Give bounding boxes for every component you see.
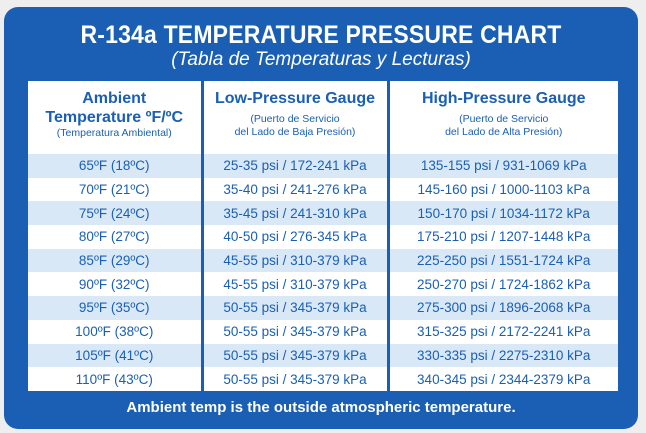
low-pressure-cell: 45-55 psi / 310-379 kPa xyxy=(202,248,390,273)
low-pressure-cell: 40-50 psi / 276-345 kPa xyxy=(202,225,390,249)
header-high-pressure: High-Pressure Gauge (Puerto de Servicio … xyxy=(388,81,618,154)
low-pressure-cell: 50-55 psi / 345-379 kPa xyxy=(202,319,390,344)
temp-cell: 65ºF (18ºC) xyxy=(28,154,204,178)
high-pressure-cell: 315-325 psi / 2172-2241 kPa xyxy=(388,319,618,344)
table-row: 95ºF (35ºC) 50-55 psi / 345-379 kPa 275-… xyxy=(28,296,618,320)
chart-subtitle: (Tabla de Temperaturas y Lecturas) xyxy=(171,49,471,70)
table-row: 105ºF (41ºC) 50-55 psi / 345-379 kPa 330… xyxy=(28,343,618,368)
footer-note: Ambient temp is the outside atmospheric … xyxy=(126,399,516,416)
high-pressure-cell: 135-155 psi / 931-1069 kPa xyxy=(388,154,618,178)
table-row: 80ºF (27ºC) 40-50 psi / 276-345 kPa 175-… xyxy=(28,225,618,249)
temp-cell: 80ºF (27ºC) xyxy=(28,225,204,249)
temp-cell: 75ºF (24ºC) xyxy=(28,201,204,226)
header-low-sub1: (Puerto de Servicio xyxy=(250,113,340,125)
temp-cell: 70ºF (21ºC) xyxy=(28,177,204,202)
temp-cell: 110ºF (43ºC) xyxy=(28,367,204,391)
low-pressure-cell: 35-45 psi / 241-310 kPa xyxy=(202,201,390,226)
high-pressure-cell: 225-250 psi / 1551-1724 kPa xyxy=(388,248,618,273)
table-row: 100ºF (38ºC) 50-55 psi / 345-379 kPa 315… xyxy=(28,319,618,344)
high-pressure-cell: 175-210 psi / 1207-1448 kPa xyxy=(388,225,618,249)
temp-cell: 85ºF (29ºC) xyxy=(28,248,204,273)
table-row: 110ºF (43ºC) 50-55 psi / 345-379 kPa 340… xyxy=(28,367,618,391)
header-high-sub1: (Puerto de Servicio xyxy=(459,113,549,125)
temp-cell: 105ºF (41ºC) xyxy=(28,343,204,368)
header-high-line1: High-Pressure Gauge xyxy=(421,90,586,107)
high-pressure-cell: 275-300 psi / 1896-2068 kPa xyxy=(388,296,618,320)
table-row: 70ºF (21ºC) 35-40 psi / 241-276 kPa 145-… xyxy=(28,177,618,202)
table-row: 75ºF (24ºC) 35-45 psi / 241-310 kPa 150-… xyxy=(28,201,618,226)
temp-cell: 95ºF (35ºC) xyxy=(28,296,204,320)
table-row: 65ºF (18ºC) 25-35 psi / 172-241 kPa 135-… xyxy=(28,154,618,178)
temp-cell: 90ºF (32ºC) xyxy=(28,272,204,297)
header-ambient-sub: (Temperatura Ambiental) xyxy=(56,127,172,139)
pressure-table-container: Ambient Temperature ºF/ºC (Temperatura A… xyxy=(28,81,618,391)
low-pressure-cell: 50-55 psi / 345-379 kPa xyxy=(202,343,390,368)
chart-title: R-134a TEMPERATURE PRESSURE CHART xyxy=(80,21,562,49)
header-ambient-line1: Ambient xyxy=(82,90,147,107)
low-pressure-cell: 25-35 psi / 172-241 kPa xyxy=(202,154,390,178)
table-row: 85ºF (29ºC) 45-55 psi / 310-379 kPa 225-… xyxy=(28,248,618,273)
low-pressure-cell: 35-40 psi / 241-276 kPa xyxy=(202,177,390,202)
high-pressure-cell: 250-270 psi / 1724-1862 kPa xyxy=(388,272,618,297)
high-pressure-cell: 145-160 psi / 1000-1103 kPa xyxy=(388,177,618,202)
pressure-chart-card: R-134a TEMPERATURE PRESSURE CHART (Tabla… xyxy=(4,7,638,429)
header-low-sub2: del Lado de Baja Presión) xyxy=(234,126,356,138)
header-ambient: Ambient Temperature ºF/ºC (Temperatura A… xyxy=(28,81,204,154)
header-low-pressure: Low-Pressure Gauge (Puerto de Servicio d… xyxy=(202,81,390,154)
header-row: Ambient Temperature ºF/ºC (Temperatura A… xyxy=(28,81,618,154)
high-pressure-cell: 340-345 psi / 2344-2379 kPa xyxy=(388,367,618,391)
high-pressure-cell: 150-170 psi / 1034-1172 kPa xyxy=(388,201,618,226)
temp-cell: 100ºF (38ºC) xyxy=(28,319,204,344)
low-pressure-cell: 50-55 psi / 345-379 kPa xyxy=(202,296,390,320)
header-ambient-line2: Temperature ºF/ºC xyxy=(45,109,184,126)
low-pressure-cell: 45-55 psi / 310-379 kPa xyxy=(202,272,390,297)
table-row: 90ºF (32ºC) 45-55 psi / 310-379 kPa 250-… xyxy=(28,272,618,297)
high-pressure-cell: 330-335 psi / 2275-2310 kPa xyxy=(388,343,618,368)
pressure-table: Ambient Temperature ºF/ºC (Temperatura A… xyxy=(28,81,618,391)
header-high-sub2: del Lado de Alta Presión) xyxy=(445,126,563,138)
low-pressure-cell: 50-55 psi / 345-379 kPa xyxy=(202,367,390,391)
header-low-line1: Low-Pressure Gauge xyxy=(214,90,376,107)
